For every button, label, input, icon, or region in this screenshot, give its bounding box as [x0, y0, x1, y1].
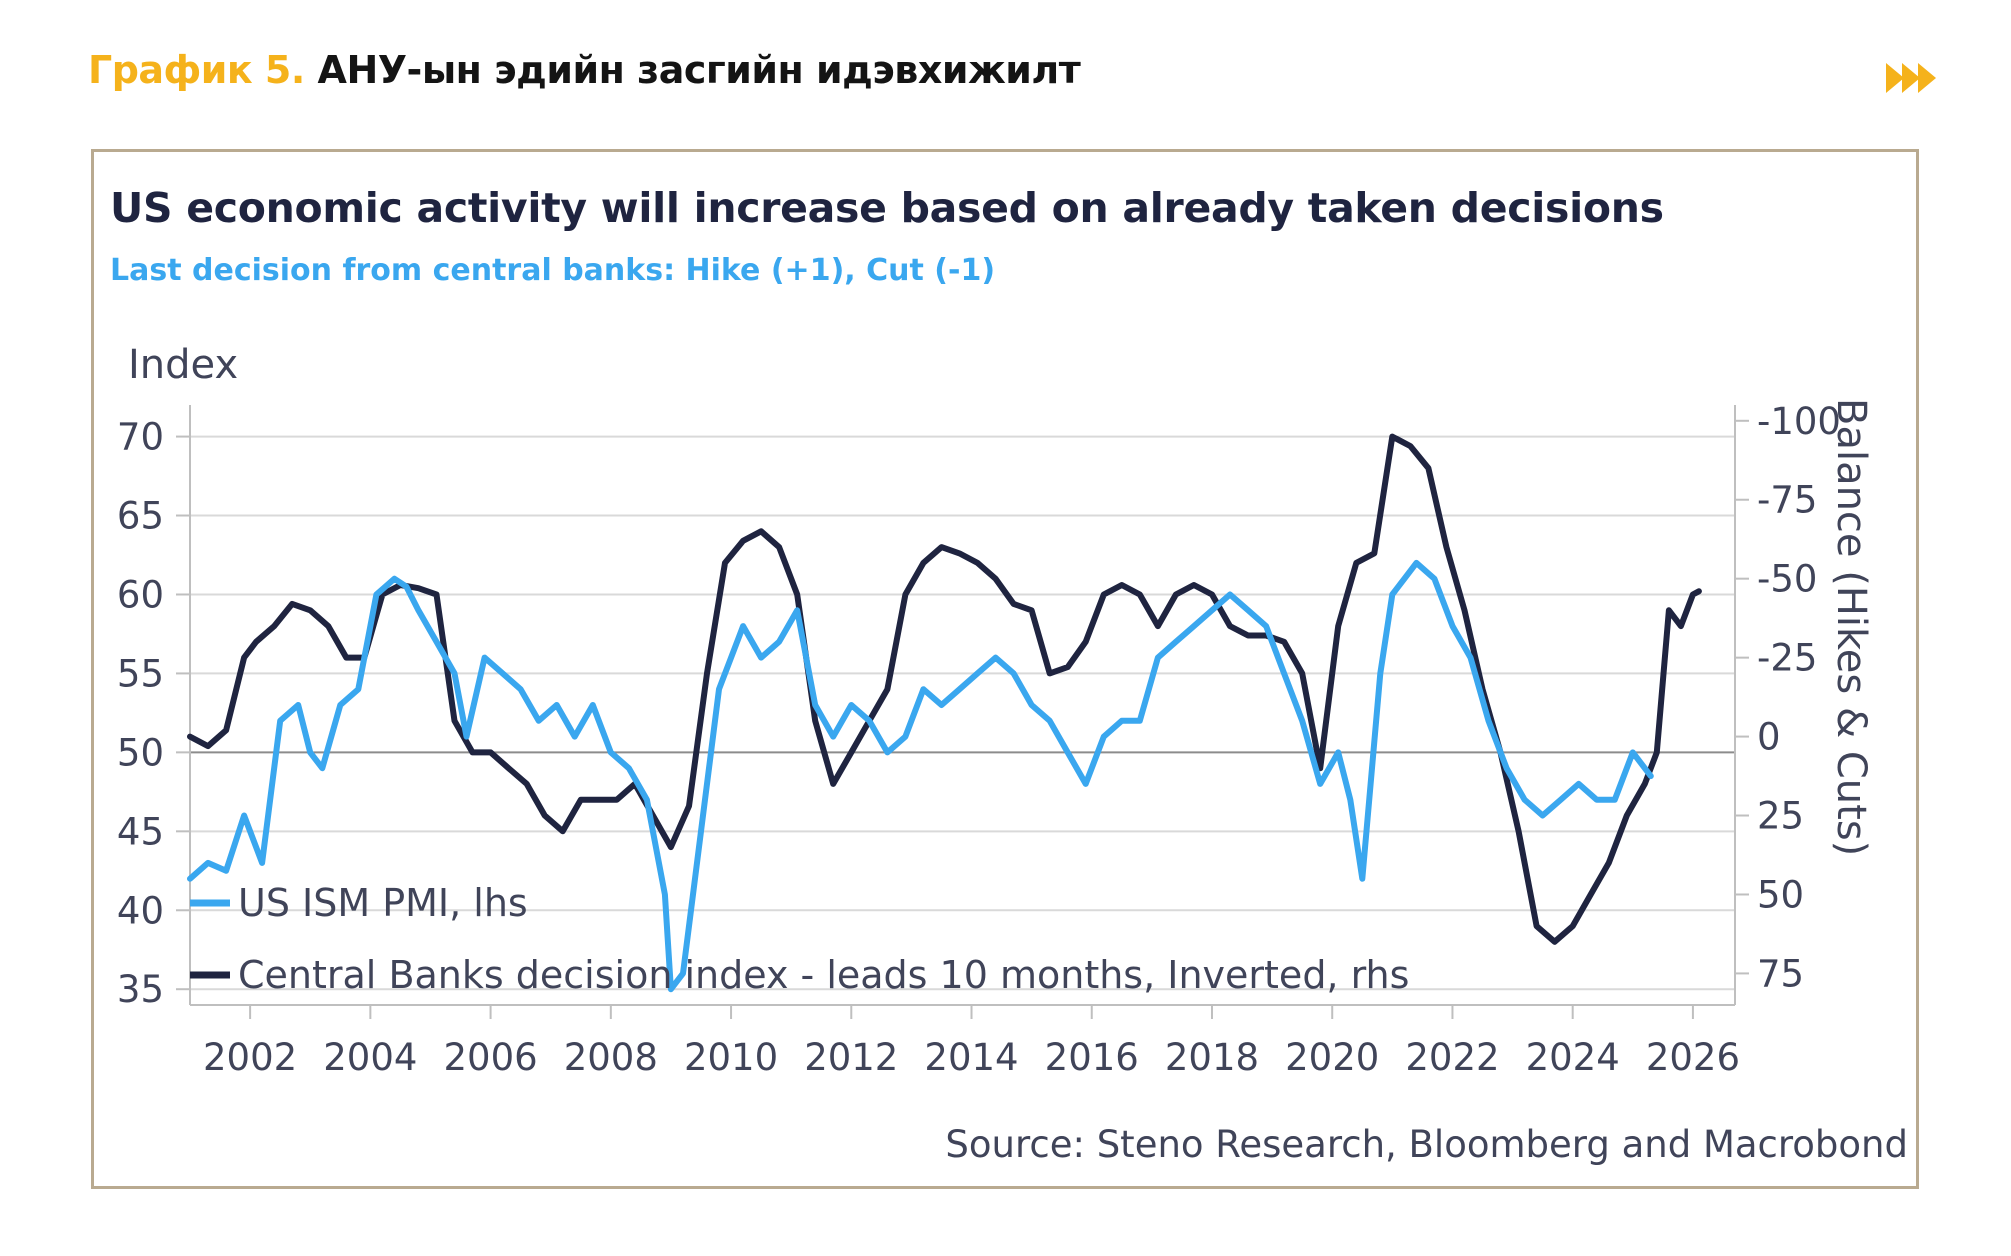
y-right-tick-label: -75: [1757, 479, 1817, 522]
series-line-1: [187, 433, 1702, 945]
y-right-tick-label: -25: [1757, 637, 1817, 680]
series-line-0: [187, 559, 1654, 993]
y-right-tick-label: 25: [1757, 795, 1804, 838]
legend-label-pmi: US ISM PMI, lhs: [238, 881, 528, 925]
x-tick-label: 2022: [1405, 1036, 1499, 1079]
source-note: Source: Steno Research, Bloomberg and Ma…: [945, 1123, 1908, 1166]
y-tick-label: 55: [117, 652, 164, 695]
x-tick-label: 2004: [323, 1036, 417, 1079]
x-tick-label: 2008: [564, 1036, 658, 1079]
x-tick-label: 2002: [203, 1036, 297, 1079]
x-tick-label: 2010: [684, 1036, 778, 1079]
y-tick-label: 70: [117, 416, 164, 459]
legend-label-central-banks: Central Banks decision index - leads 10 …: [238, 953, 1409, 997]
figure-number: График 5.: [88, 48, 305, 92]
page-title: АНУ-ын эдийн засгийн идэвхижилт: [317, 48, 1081, 92]
fast-forward-icon[interactable]: [1886, 52, 1938, 93]
grid: [190, 435, 1735, 991]
y-tick-label: 35: [117, 968, 164, 1011]
legend: US ISM PMI, lhs Central Banks decision i…: [190, 881, 1409, 997]
x-tick-label: 2018: [1165, 1036, 1259, 1079]
x-tick-label: 2016: [1045, 1036, 1139, 1079]
left-axis-ticks: 35 40 45 50 55 60 65 70: [117, 416, 190, 1011]
y-axis-right-title: Balance (Hikes & Cuts): [1828, 398, 1874, 856]
page-header: График 5. АНУ-ын эдийн засгийн идэвхижил…: [88, 40, 1938, 100]
chart-title: US economic activity will increase based…: [110, 184, 1664, 232]
x-tick-label: 2020: [1285, 1036, 1379, 1079]
series: [187, 433, 1702, 993]
y-right-tick-label: 50: [1757, 873, 1804, 916]
y-tick-label: 50: [117, 731, 164, 774]
x-tick-label: 2012: [804, 1036, 898, 1079]
y-tick-label: 60: [117, 573, 164, 616]
x-tick-label: 2006: [443, 1036, 537, 1079]
x-tick-label: 2014: [924, 1036, 1018, 1079]
y-tick-label: 65: [117, 495, 164, 538]
y-right-tick-label: -100: [1757, 400, 1841, 443]
chart-card: [91, 149, 1919, 1189]
y-right-tick-label: 0: [1757, 716, 1781, 759]
y-tick-label: 40: [117, 889, 164, 932]
y-tick-label: 45: [117, 810, 164, 853]
y-right-tick-label: -50: [1757, 558, 1817, 601]
x-tick-label: 2024: [1526, 1036, 1620, 1079]
y-right-tick-label: 75: [1757, 952, 1804, 995]
chart-subtitle: Last decision from central banks: Hike (…: [110, 253, 996, 288]
y-axis-title: Index: [128, 342, 238, 388]
right-axis-ticks: -100 -75 -50 -25 0 25 50 75: [1735, 400, 1841, 995]
x-axis-ticks: 2002 2004 2006 2008 2010 2012 2014 2016 2018 2020…: [203, 1005, 1740, 1079]
x-tick-label: 2026: [1646, 1036, 1740, 1079]
